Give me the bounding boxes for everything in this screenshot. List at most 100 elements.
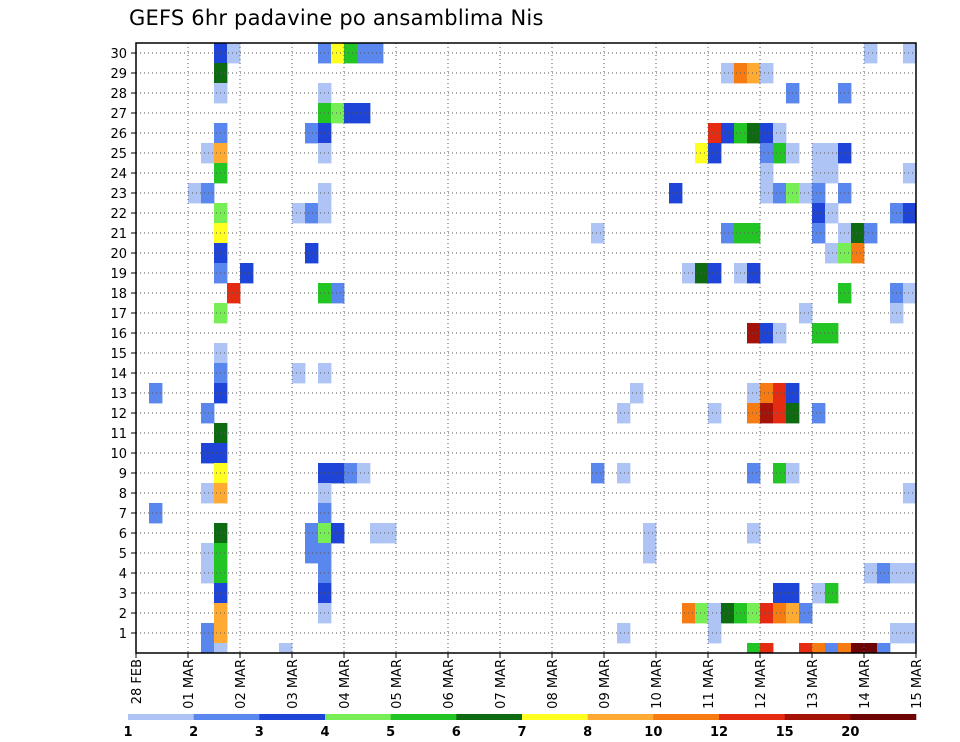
y-tick-label: 22 — [110, 207, 127, 222]
y-tick-label: 8 — [119, 487, 127, 502]
heatmap-cell — [773, 463, 787, 484]
heatmap-cell — [760, 123, 774, 144]
y-tick-label: 27 — [110, 107, 127, 122]
heatmap-cell — [305, 543, 319, 564]
y-tick-label: 26 — [110, 127, 127, 142]
heatmap-cell — [825, 203, 839, 224]
x-tick-label: 11 MAR — [702, 659, 717, 709]
y-tick-label: 20 — [110, 247, 127, 262]
heatmap-cell — [617, 403, 631, 424]
x-tick-label: 14 MAR — [858, 659, 873, 709]
heatmap-cell — [708, 403, 722, 424]
y-tick-label: 24 — [110, 167, 127, 182]
heatmap-cell — [292, 363, 306, 384]
legend-swatch — [456, 714, 523, 720]
heatmap-cell — [825, 323, 839, 344]
x-tick-label: 10 MAR — [650, 659, 665, 709]
heatmap-cell — [591, 463, 605, 484]
heatmap-cell — [812, 143, 826, 164]
heatmap-cell — [721, 603, 735, 624]
heatmap-cell — [851, 643, 865, 654]
heatmap-cell — [747, 383, 761, 404]
heatmap-cell — [305, 203, 319, 224]
y-tick-label: 14 — [110, 367, 127, 382]
y-tick-label: 11 — [110, 427, 127, 442]
x-tick-label: 06 MAR — [442, 659, 457, 709]
legend-swatch — [259, 714, 326, 720]
heatmap-cell — [344, 463, 358, 484]
heatmap-cell — [838, 643, 852, 654]
heatmap-cell — [760, 163, 774, 184]
heatmap-cell — [903, 483, 917, 504]
y-tick-label: 30 — [110, 47, 127, 62]
heatmap-cell — [773, 383, 787, 404]
heatmap-cell — [812, 323, 826, 344]
heatmap-cell — [747, 263, 761, 284]
heatmap-cell — [799, 603, 813, 624]
heatmap-cell — [812, 163, 826, 184]
heatmap-cell — [864, 563, 878, 584]
heatmap-cell — [279, 643, 293, 654]
heatmap-cell — [825, 163, 839, 184]
y-tick-label: 13 — [110, 387, 127, 402]
heatmap-cell — [331, 523, 345, 544]
legend-label: 20 — [841, 725, 859, 740]
heatmap-cell — [747, 643, 761, 654]
legend-swatch — [522, 714, 588, 720]
heatmap-cell — [760, 383, 774, 404]
legend-label: 2 — [189, 725, 198, 740]
y-tick-label: 21 — [110, 227, 127, 242]
heatmap-cell — [812, 643, 826, 654]
heatmap-cell — [864, 643, 878, 654]
heatmap-cell — [708, 123, 722, 144]
legend-label: 3 — [255, 725, 264, 740]
heatmap-cell — [747, 523, 761, 544]
heatmap-cell — [812, 183, 826, 204]
heatmap-cell — [903, 623, 917, 644]
heatmap-cell — [591, 223, 605, 244]
x-tick-label: 02 MAR — [234, 659, 249, 709]
heatmap-cell — [201, 483, 215, 504]
heatmap-cell — [773, 603, 787, 624]
legend-label: 1 — [123, 725, 132, 740]
heatmap-cell — [747, 123, 761, 144]
legend-swatch — [325, 714, 391, 720]
y-tick-label: 9 — [119, 467, 127, 482]
heatmap-cell — [825, 583, 839, 604]
legend-label: 8 — [583, 725, 592, 740]
legend-swatch — [587, 714, 654, 720]
y-tick-label: 28 — [110, 87, 127, 102]
y-tick-label: 3 — [119, 587, 127, 602]
heatmap-cell — [747, 63, 761, 84]
heatmap-cell — [721, 63, 735, 84]
heatmap-cell — [708, 603, 722, 624]
y-tick-label: 5 — [119, 547, 127, 562]
heatmap-cell — [760, 643, 774, 654]
heatmap-cell — [721, 223, 735, 244]
legend-label: 10 — [644, 725, 662, 740]
legend-label: 6 — [452, 725, 461, 740]
heatmap-cell — [903, 563, 917, 584]
y-tick-label: 23 — [110, 187, 127, 202]
heatmap-cell — [812, 223, 826, 244]
legend-label: 5 — [386, 725, 395, 740]
heatmap-cell — [903, 203, 917, 224]
axes-layer: 1234567891011121314151617181920212223242… — [110, 42, 925, 709]
cells-layer — [149, 43, 917, 654]
heatmap-cell — [825, 243, 839, 264]
heatmap-cell — [695, 263, 709, 284]
heatmap-cell — [708, 623, 722, 644]
heatmap-cell — [331, 283, 345, 304]
heatmap-cell — [214, 643, 228, 654]
x-tick-label: 15 MAR — [910, 659, 925, 709]
chart-title: GEFS 6hr padavine po ansamblima Nis — [129, 6, 544, 30]
x-tick-label: 09 MAR — [598, 659, 613, 709]
heatmap-cell — [201, 543, 215, 564]
heatmap-cell — [747, 323, 761, 344]
heatmap-cell — [851, 243, 865, 264]
legend-label: 7 — [517, 725, 526, 740]
heatmap-cell — [669, 183, 683, 204]
heatmap-cell — [760, 403, 774, 424]
heatmap-cell — [292, 203, 306, 224]
